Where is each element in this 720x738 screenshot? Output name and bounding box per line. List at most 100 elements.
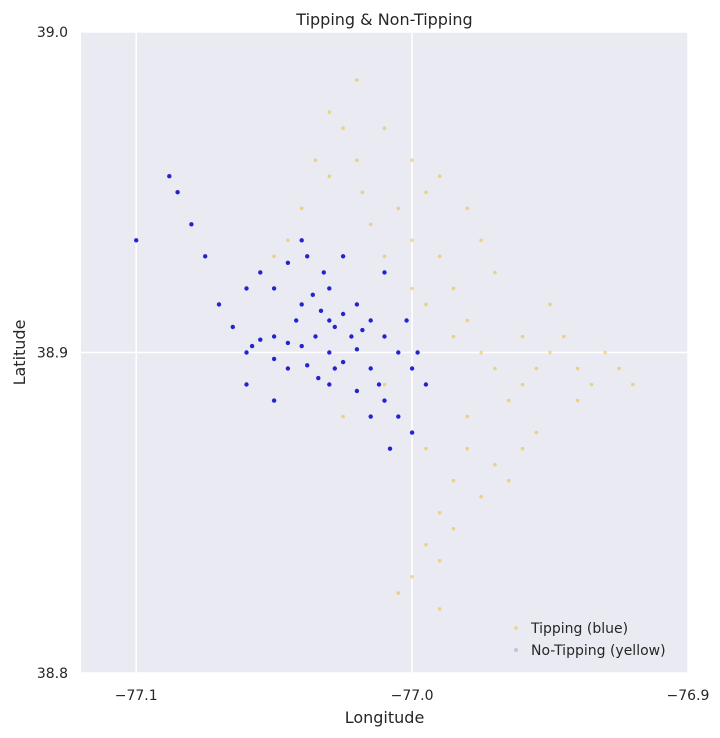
data-point [368, 318, 373, 323]
data-point [327, 382, 332, 387]
data-point [423, 382, 429, 387]
data-point [285, 260, 291, 265]
data-point [382, 126, 387, 130]
tick-labels: −77.1 −77.0 −76.9 38.8 38.9 39.0 [37, 25, 710, 704]
legend-label-tipping: Tipping (blue) [530, 621, 628, 637]
legend: Tipping (blue) No-Tipping (yellow) [514, 621, 666, 659]
chart-title: Tipping & Non-Tipping [295, 10, 472, 29]
data-point [167, 174, 172, 179]
data-point [360, 190, 365, 194]
data-point [424, 190, 428, 194]
data-point [562, 334, 566, 339]
series-no-tipping [272, 78, 635, 611]
data-point [286, 238, 290, 243]
data-point [603, 350, 607, 355]
data-point [285, 366, 291, 371]
data-point [341, 414, 345, 419]
data-point [437, 510, 442, 515]
data-point [465, 206, 470, 211]
data-point [451, 527, 456, 531]
data-point [575, 398, 580, 403]
data-point [368, 414, 373, 419]
x-tick-label: −77.0 [391, 688, 434, 704]
data-point [410, 158, 414, 162]
data-point [305, 363, 310, 368]
data-point [258, 337, 263, 342]
data-point [313, 158, 318, 162]
y-axis-label: Latitude [10, 320, 29, 386]
data-point [520, 334, 525, 339]
data-point [410, 238, 414, 243]
data-point [424, 543, 428, 547]
legend-label-no-tipping: No-Tipping (yellow) [531, 643, 666, 659]
data-point [520, 382, 525, 387]
data-point [548, 302, 552, 307]
data-point [479, 494, 483, 499]
data-point [271, 398, 277, 403]
data-point [396, 414, 401, 419]
data-point [437, 607, 442, 611]
data-point [244, 286, 249, 291]
data-point [216, 302, 222, 307]
data-point [244, 382, 249, 387]
data-point [368, 366, 373, 371]
data-point [258, 270, 263, 275]
data-point [520, 446, 525, 451]
data-point [548, 350, 552, 355]
data-point [271, 356, 277, 362]
data-point [396, 350, 401, 355]
data-point [534, 430, 539, 435]
data-point [318, 308, 324, 313]
data-point [355, 78, 359, 82]
data-point [321, 270, 326, 275]
data-point [575, 366, 580, 371]
data-point [415, 350, 420, 355]
series-tipping [134, 174, 429, 451]
data-point [271, 286, 277, 291]
data-point [354, 302, 360, 307]
data-point [396, 206, 401, 211]
data-point [465, 318, 470, 323]
data-point [360, 327, 365, 333]
data-point [189, 222, 194, 227]
data-point [327, 174, 332, 178]
data-point [493, 366, 497, 371]
y-tick-label: 38.9 [37, 346, 68, 362]
data-point [203, 254, 208, 259]
data-point [409, 430, 415, 435]
data-point [451, 286, 456, 291]
data-point [354, 388, 360, 394]
data-point [327, 110, 332, 114]
data-point [382, 254, 387, 259]
data-point [340, 311, 346, 317]
data-point [437, 254, 442, 259]
data-point [299, 238, 304, 243]
data-point [437, 559, 442, 563]
data-point [341, 126, 345, 130]
data-point [294, 318, 299, 323]
data-point [316, 375, 321, 381]
data-point [534, 366, 539, 371]
data-point [506, 398, 511, 403]
data-point [313, 334, 318, 339]
data-point [382, 398, 387, 403]
data-point [299, 302, 304, 307]
data-point [387, 446, 393, 451]
data-point [409, 366, 415, 371]
data-point [349, 334, 354, 339]
data-point [244, 350, 249, 355]
data-point [332, 366, 337, 371]
data-point [340, 254, 346, 259]
x-tick-label: −76.9 [667, 688, 710, 704]
y-tick-label: 39.0 [37, 25, 68, 41]
data-point [493, 462, 497, 467]
data-point [310, 292, 315, 297]
scatter-points [134, 78, 635, 611]
data-point [327, 350, 332, 355]
data-point [340, 359, 346, 365]
data-point [424, 446, 428, 451]
data-point [299, 206, 304, 211]
data-point [382, 334, 387, 339]
data-point [271, 334, 277, 339]
